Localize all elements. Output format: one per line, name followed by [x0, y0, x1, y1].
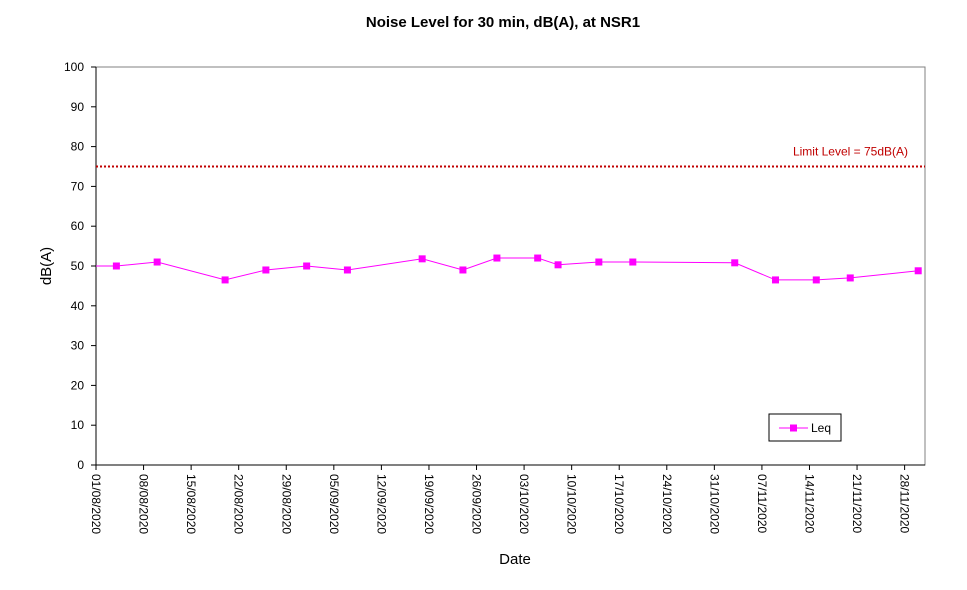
x-tick-label: 19/09/2020: [422, 474, 436, 534]
legend: Leq: [768, 413, 842, 442]
legend-label-leq: Leq: [811, 421, 831, 435]
series-leq: [96, 254, 922, 284]
y-tick-label: 80: [71, 140, 85, 154]
data-point-leq: [534, 254, 542, 262]
x-axis-label: Date: [499, 551, 531, 568]
x-tick-label: 26/09/2020: [470, 474, 484, 534]
x-tick-label: 05/09/2020: [327, 474, 341, 534]
data-point-leq: [772, 276, 780, 284]
x-tick-label: 15/08/2020: [184, 474, 198, 534]
data-point-leq: [595, 258, 603, 266]
data-point-leq: [493, 254, 501, 262]
y-axis-label: dB(A): [38, 247, 55, 285]
x-tick-label: 07/11/2020: [755, 474, 769, 533]
data-point-leq: [459, 266, 467, 274]
x-tick-label: 21/11/2020: [850, 474, 864, 533]
x-ticks: 01/08/2020 08/08/2020 15/08/2020 22/08/2020…: [89, 465, 912, 534]
data-point-leq: [262, 266, 270, 274]
x-tick-label: 08/08/2020: [137, 474, 151, 534]
y-ticks: 0 10 20 30 40 50 60 70 80 90 100: [64, 60, 96, 472]
x-tick-label: 24/10/2020: [660, 474, 674, 534]
y-tick-label: 20: [71, 378, 85, 392]
data-point-leq: [153, 258, 161, 266]
y-tick-label: 60: [71, 219, 85, 233]
x-tick-label: 29/08/2020: [279, 474, 293, 534]
x-tick-label: 10/10/2020: [565, 474, 579, 534]
data-point-leq: [846, 274, 854, 282]
x-tick-label: 01/08/2020: [89, 474, 103, 534]
data-point-leq: [914, 267, 922, 275]
x-tick-label: 12/09/2020: [374, 474, 388, 534]
legend-marker-leq: [790, 424, 797, 432]
data-point-leq: [221, 276, 229, 284]
data-point-leq: [343, 266, 351, 274]
limit-level: Limit Level = 75dB(A): [96, 145, 925, 168]
limit-label: Limit Level = 75dB(A): [793, 145, 908, 159]
y-tick-label: 10: [71, 418, 85, 432]
plot-area: 0 10 20 30 40 50 60 70 80 90 100 01/08/2020 08/08/2…: [64, 60, 926, 534]
x-tick-label: 31/10/2020: [707, 474, 721, 534]
y-tick-label: 70: [71, 179, 85, 193]
data-point-leq: [554, 261, 562, 269]
chart-title: Noise Level for 30 min, dB(A), at NSR1: [366, 14, 640, 31]
x-tick-label: 14/11/2020: [802, 474, 816, 533]
data-point-leq: [629, 258, 637, 266]
y-tick-label: 0: [77, 458, 84, 472]
y-tick-label: 100: [64, 60, 84, 74]
y-tick-label: 40: [71, 299, 85, 313]
y-tick-label: 30: [71, 339, 85, 353]
data-point-leq: [731, 259, 739, 267]
data-point-leq: [812, 276, 820, 284]
x-tick-label: 03/10/2020: [517, 474, 531, 534]
plot-frame: [95, 66, 926, 466]
x-tick-label: 22/08/2020: [232, 474, 246, 534]
data-point-leq: [418, 255, 426, 263]
y-tick-label: 90: [71, 100, 85, 114]
x-tick-label: 17/10/2020: [612, 474, 626, 534]
data-point-leq: [112, 262, 120, 270]
data-point-leq: [303, 262, 311, 270]
y-tick-label: 50: [71, 259, 85, 273]
x-tick-label: 28/11/2020: [898, 474, 912, 533]
